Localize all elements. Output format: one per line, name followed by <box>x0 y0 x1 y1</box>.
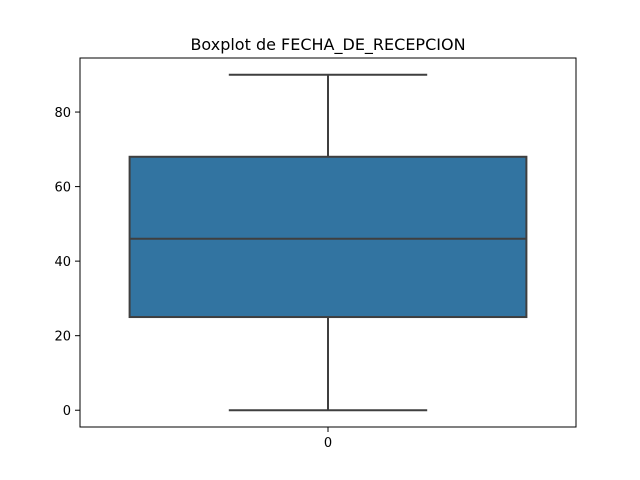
y-tick-label: 0 <box>63 404 71 419</box>
plot-area: 0 0 20 40 60 80 <box>54 57 577 451</box>
iqr-box <box>128 155 528 319</box>
chart-title: Boxplot de FECHA_DE_RECEPCION <box>190 35 465 55</box>
axes-frame <box>79 57 577 428</box>
y-tick-label: 80 <box>54 106 71 121</box>
y-tick-label: 20 <box>54 330 71 345</box>
y-tick-label: 40 <box>54 255 71 270</box>
x-tick-label: 0 <box>324 436 332 451</box>
y-tick-label: 60 <box>54 181 71 196</box>
